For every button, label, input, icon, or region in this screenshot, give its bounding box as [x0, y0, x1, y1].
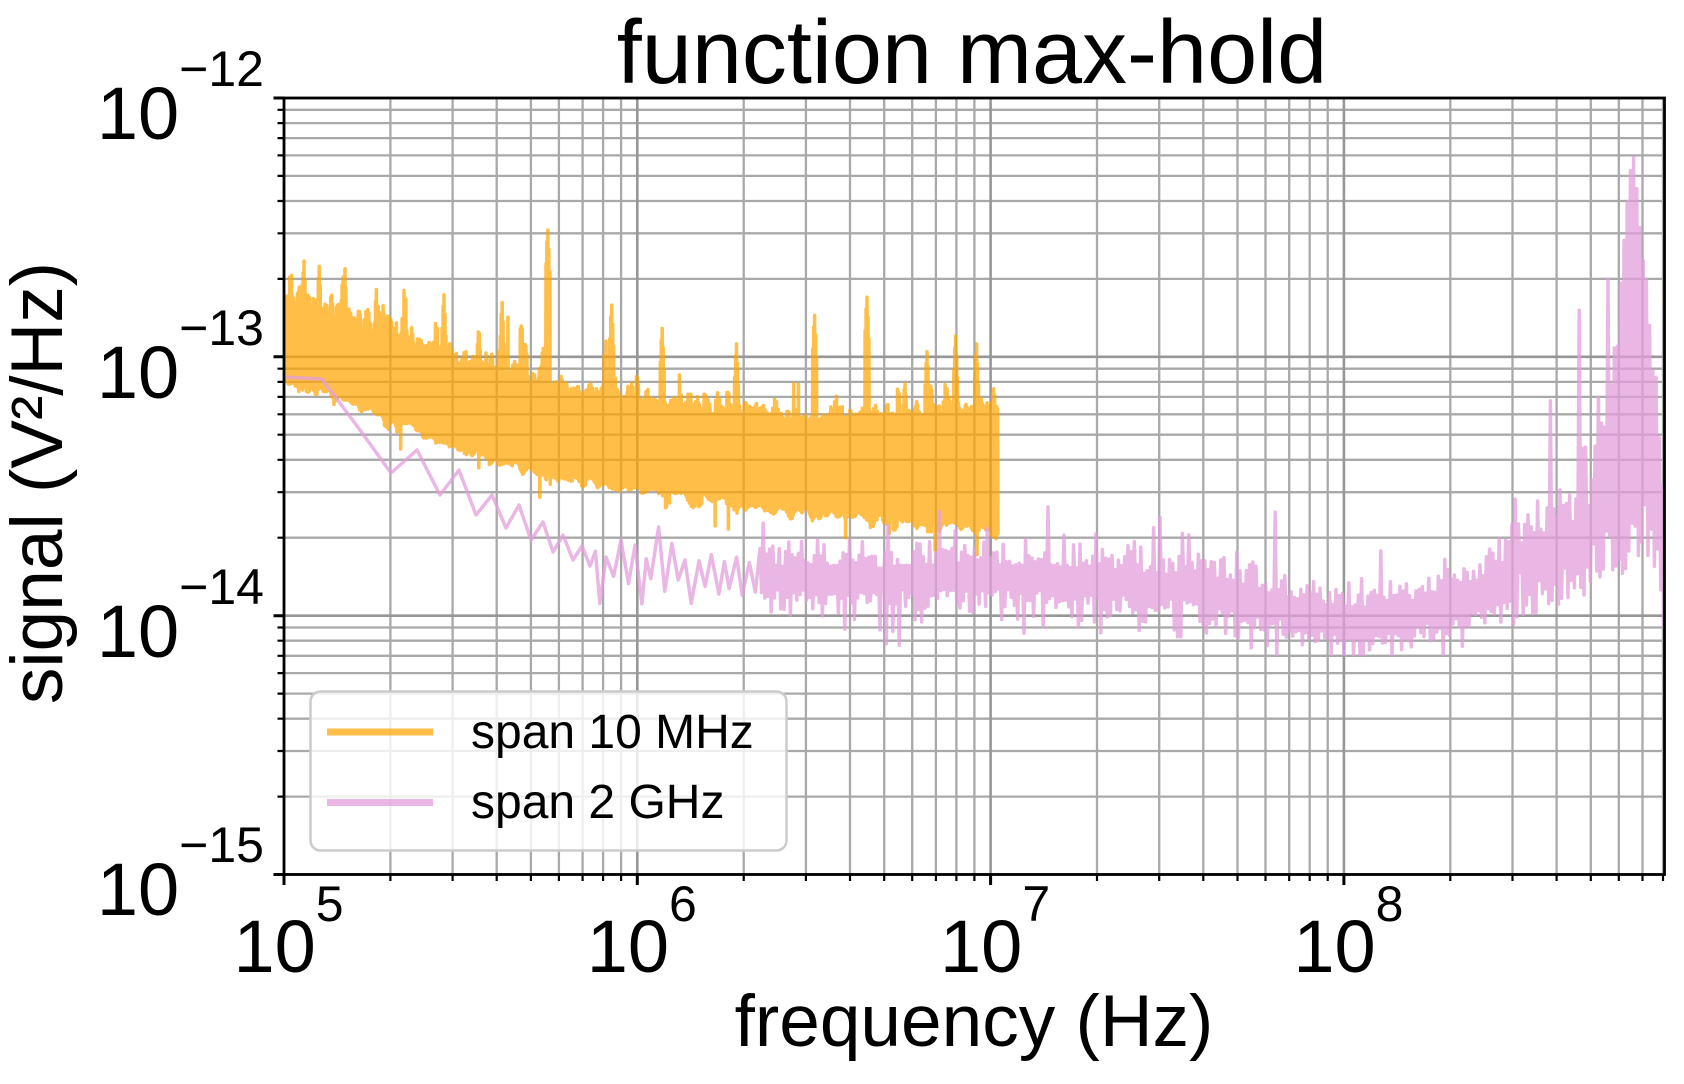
svg-text:frequency (Hz): frequency (Hz) — [735, 981, 1214, 1062]
svg-text:span 10 MHz: span 10 MHz — [471, 706, 754, 759]
svg-text:span 2 GHz: span 2 GHz — [471, 776, 724, 829]
svg-text:signal (V²/Hz): signal (V²/Hz) — [0, 262, 78, 704]
svg-text:function max-hold: function max-hold — [617, 3, 1327, 103]
